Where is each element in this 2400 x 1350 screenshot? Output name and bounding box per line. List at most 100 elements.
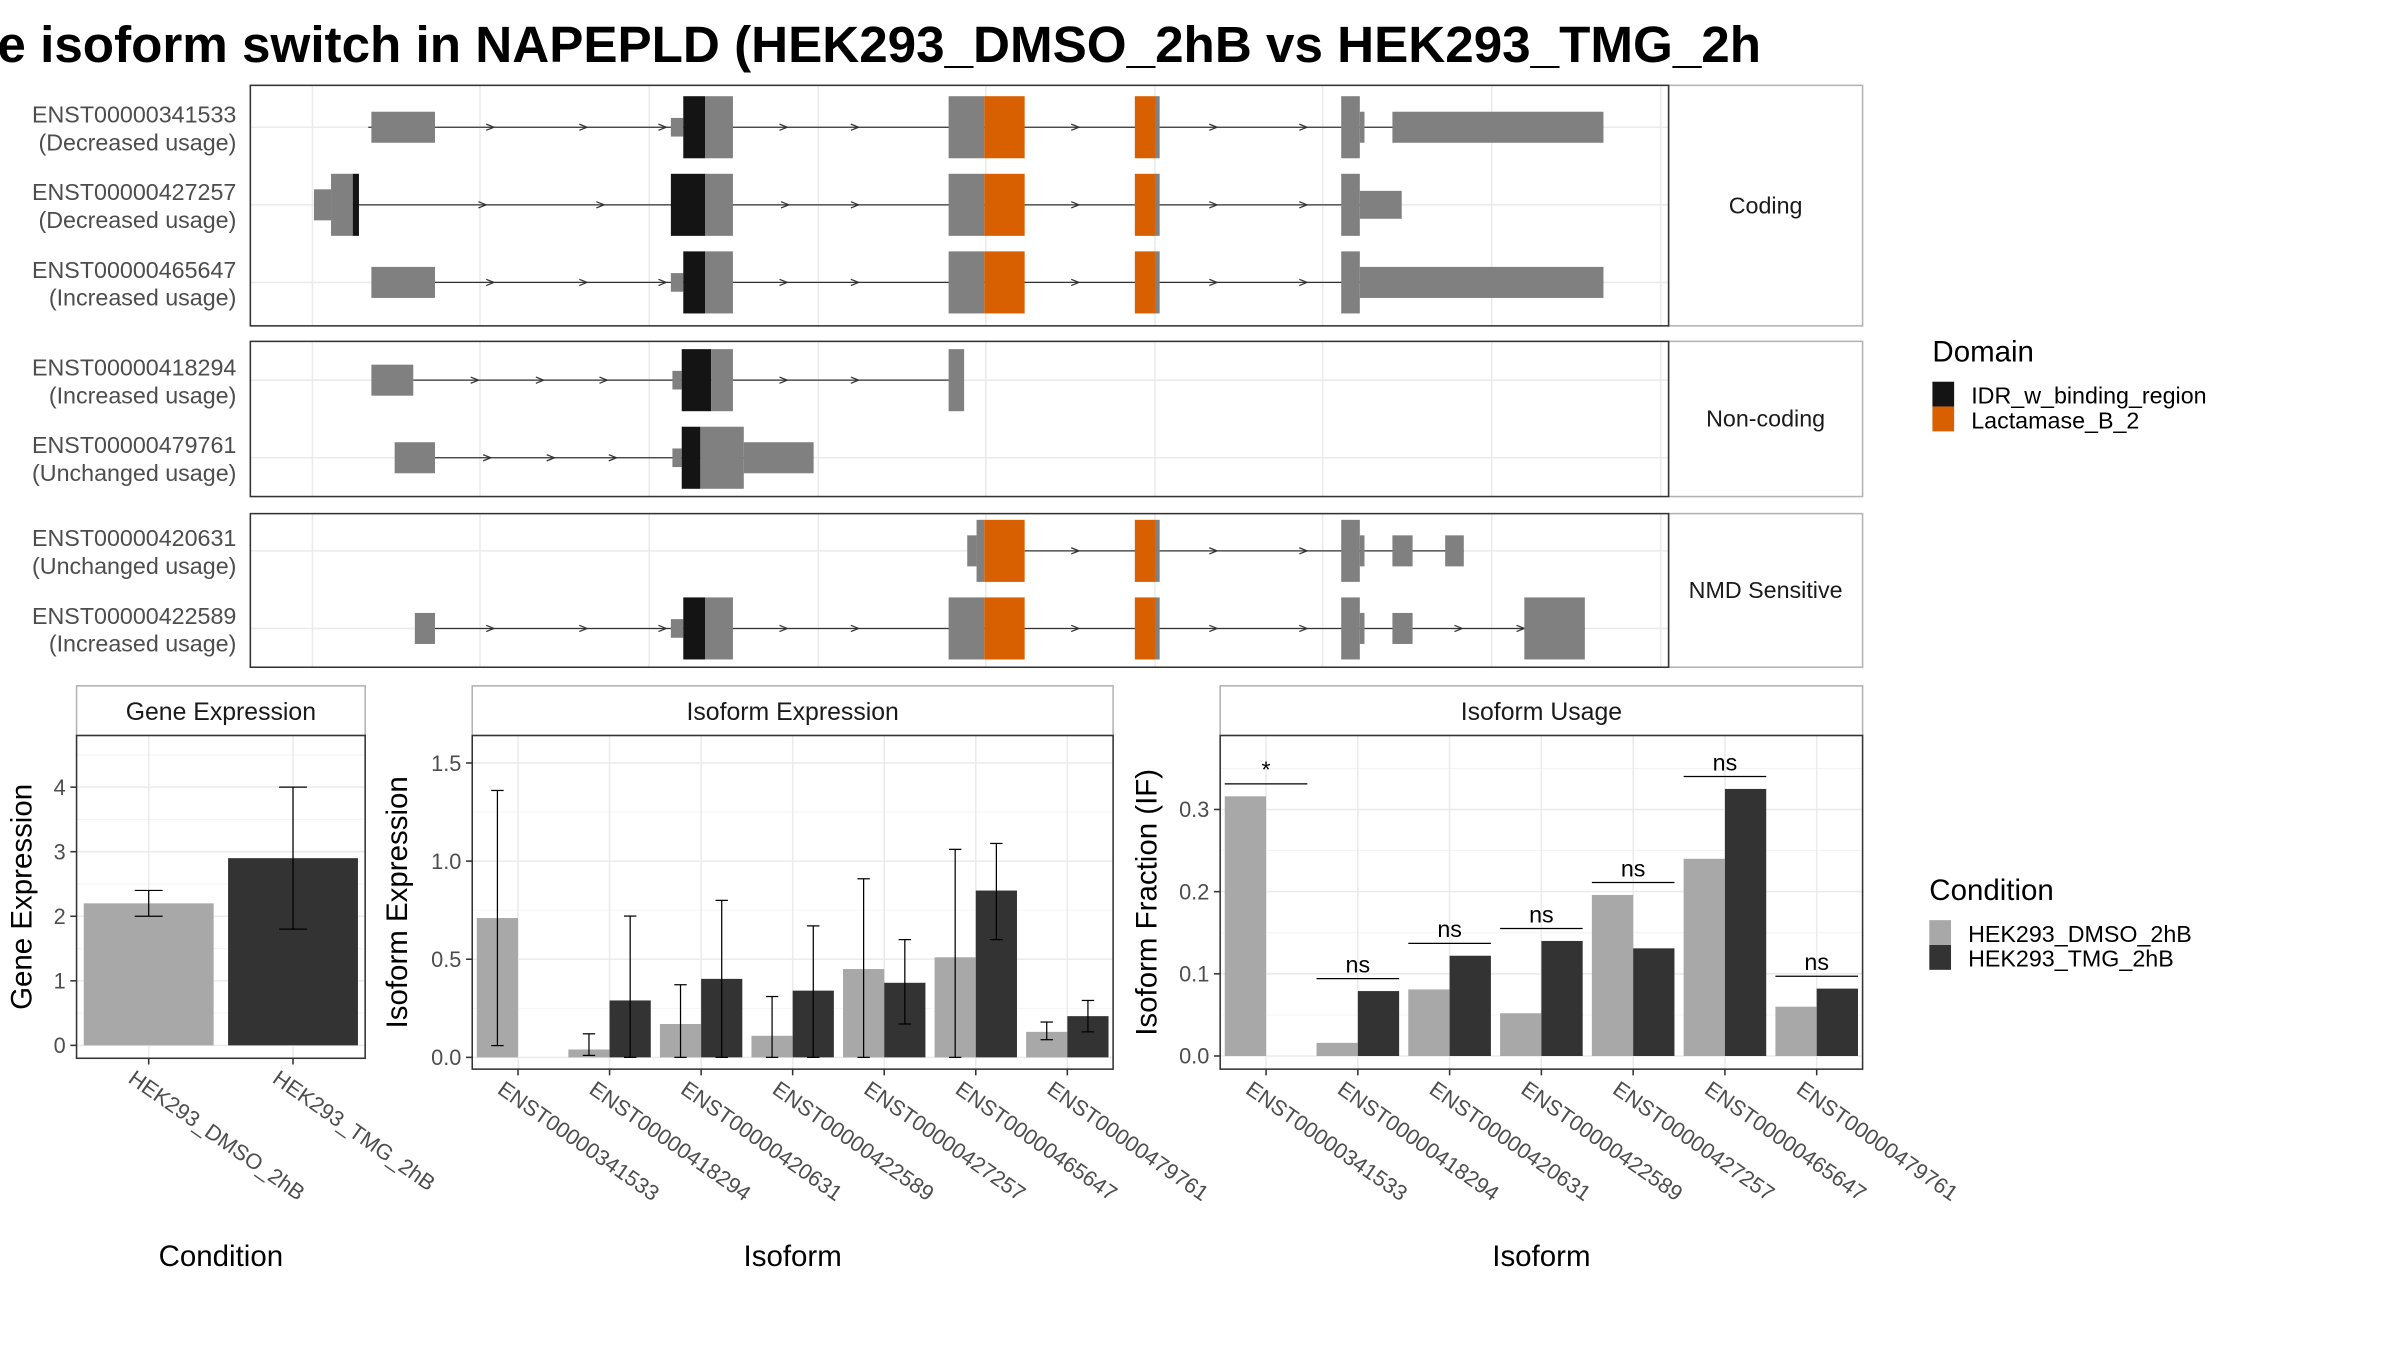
lactamase-domain-exon bbox=[1134, 597, 1155, 660]
intron-arrow bbox=[658, 123, 668, 131]
structure-group-non-coding: Non-coding bbox=[250, 340, 1864, 498]
intron-arrow bbox=[779, 278, 789, 287]
intron-arrow bbox=[546, 454, 557, 462]
transcript-usage-label: (Increased usage) bbox=[49, 382, 237, 408]
chart-title: Isoform Expression bbox=[686, 699, 898, 726]
transcript-usage-label: (Unchanged usage) bbox=[32, 460, 236, 486]
intron-arrow bbox=[482, 454, 493, 462]
structure-panel-border bbox=[249, 84, 1670, 327]
exon bbox=[1155, 173, 1160, 236]
lactamase-domain-exon bbox=[984, 96, 1025, 159]
idr-domain-exon bbox=[683, 597, 705, 660]
exon bbox=[1359, 612, 1365, 644]
bar-HEK293_DMSO_2hB-ENST00000427257 bbox=[1591, 894, 1634, 1056]
intron-arrow bbox=[1299, 278, 1309, 287]
intron-arrow bbox=[485, 123, 496, 131]
intron-arrow bbox=[1209, 278, 1219, 287]
y-tick-label: 0.2 bbox=[1179, 879, 1209, 904]
exon bbox=[1359, 190, 1402, 219]
y-tick-label: 4 bbox=[54, 775, 66, 800]
idr-domain-exon bbox=[683, 96, 705, 159]
intron-arrow bbox=[579, 123, 589, 131]
lactamase-domain-exon bbox=[1134, 251, 1155, 314]
exon bbox=[948, 173, 985, 236]
domain-legend-title: Domain bbox=[1932, 336, 2034, 369]
exon bbox=[1155, 96, 1160, 159]
idr-domain-swatch bbox=[1932, 381, 1955, 407]
bar-HEK293_DMSO_2hB-ENST00000422589 bbox=[1500, 1013, 1542, 1056]
significance-label: ns bbox=[1529, 901, 1554, 927]
error-bar bbox=[990, 842, 1003, 941]
intron-arrow bbox=[850, 278, 861, 287]
exon bbox=[414, 612, 435, 644]
exon bbox=[705, 173, 733, 236]
lactamase-domain-label: Lactamase_B_2 bbox=[1971, 407, 2139, 433]
lactamase-domain-exon bbox=[984, 251, 1025, 314]
exon bbox=[1341, 173, 1360, 236]
transcript-usage-label: (Decreased usage) bbox=[39, 207, 237, 233]
bar-HEK293_TMG_2hB-ENST00000479761 bbox=[1816, 988, 1858, 1056]
intron-arrow bbox=[850, 123, 861, 131]
chart-title-strip bbox=[75, 685, 366, 737]
intron-arrow bbox=[485, 624, 496, 633]
intron-arrow bbox=[779, 376, 789, 384]
idr-domain-label: IDR_w_binding_region bbox=[1971, 382, 2206, 408]
exon bbox=[976, 519, 985, 582]
bar-HEK293_DMSO_2hB bbox=[83, 903, 214, 1046]
transcript-id-label: ENST00000465647 bbox=[32, 257, 236, 283]
y-tick-label: 1 bbox=[54, 969, 66, 994]
error-bar bbox=[1081, 999, 1095, 1033]
intron-arrow bbox=[596, 201, 606, 209]
idr-domain-exon bbox=[683, 251, 705, 314]
gene-expression-chart: Gene Expression01234HEK293_DMSO_2hBHEK29… bbox=[6, 685, 440, 1273]
transcript-usage-label: (Increased usage) bbox=[49, 631, 237, 657]
significance-label: ns bbox=[1437, 916, 1462, 942]
significance-label: ns bbox=[1621, 855, 1646, 881]
significance-label: ns bbox=[1713, 749, 1738, 775]
intron-arrow bbox=[579, 624, 589, 633]
significance-label: * bbox=[1262, 757, 1271, 783]
exon bbox=[1341, 519, 1360, 582]
transcript-id-label: ENST00000422589 bbox=[32, 603, 236, 629]
bar-HEK293_DMSO_2hB-ENST00000418294 bbox=[1316, 1042, 1358, 1056]
exon bbox=[1524, 597, 1585, 660]
y-tick-label: 0.5 bbox=[431, 947, 461, 972]
dmso-condition-label: HEK293_DMSO_2hB bbox=[1968, 921, 2192, 947]
intron-arrow bbox=[1209, 624, 1219, 633]
bar-HEK293_DMSO_2hB-ENST00000465647 bbox=[1683, 858, 1725, 1056]
transcript-ENST00000427257 bbox=[313, 173, 1402, 236]
y-tick-label: 3 bbox=[54, 839, 66, 864]
transcript-id-label: ENST00000427257 bbox=[32, 179, 236, 205]
intron-arrow bbox=[478, 201, 488, 209]
exon bbox=[331, 173, 353, 236]
exon bbox=[948, 251, 985, 314]
x-axis-title: Isoform bbox=[744, 1240, 842, 1273]
bar-HEK293_TMG_2hB-ENST00000420631 bbox=[1449, 955, 1491, 1056]
transcript-structure-panel: Coding Non-coding NMD Sensitive ENST0000034… bbox=[32, 84, 1864, 669]
intron-arrow bbox=[579, 278, 589, 287]
intron-arrow bbox=[1070, 278, 1081, 287]
exon bbox=[371, 266, 435, 298]
exon bbox=[1392, 612, 1413, 644]
structure-strip bbox=[1667, 340, 1864, 498]
idr-domain-exon bbox=[670, 173, 705, 236]
exon bbox=[670, 619, 684, 638]
chart-title: Gene Expression bbox=[126, 699, 316, 726]
tmg-condition-label: HEK293_TMG_2hB bbox=[1968, 946, 2174, 972]
exon bbox=[1341, 96, 1360, 159]
error-bar bbox=[948, 848, 962, 1058]
bar-HEK293_TMG_2hB-ENST00000422589 bbox=[1541, 940, 1583, 1056]
y-tick-label: 0.0 bbox=[431, 1045, 461, 1070]
exon bbox=[672, 448, 682, 468]
intron-arrow bbox=[658, 624, 668, 633]
exon bbox=[1392, 535, 1413, 567]
intron-arrow bbox=[850, 624, 861, 633]
intron-arrow bbox=[485, 278, 496, 287]
transcript-usage-label: (Increased usage) bbox=[49, 285, 237, 311]
exon bbox=[700, 426, 744, 489]
error-bar bbox=[857, 878, 870, 1058]
bar-HEK293_TMG_2hB-ENST00000427257 bbox=[1633, 948, 1675, 1056]
intron-arrow bbox=[658, 278, 668, 287]
significance-label: ns bbox=[1804, 949, 1829, 975]
